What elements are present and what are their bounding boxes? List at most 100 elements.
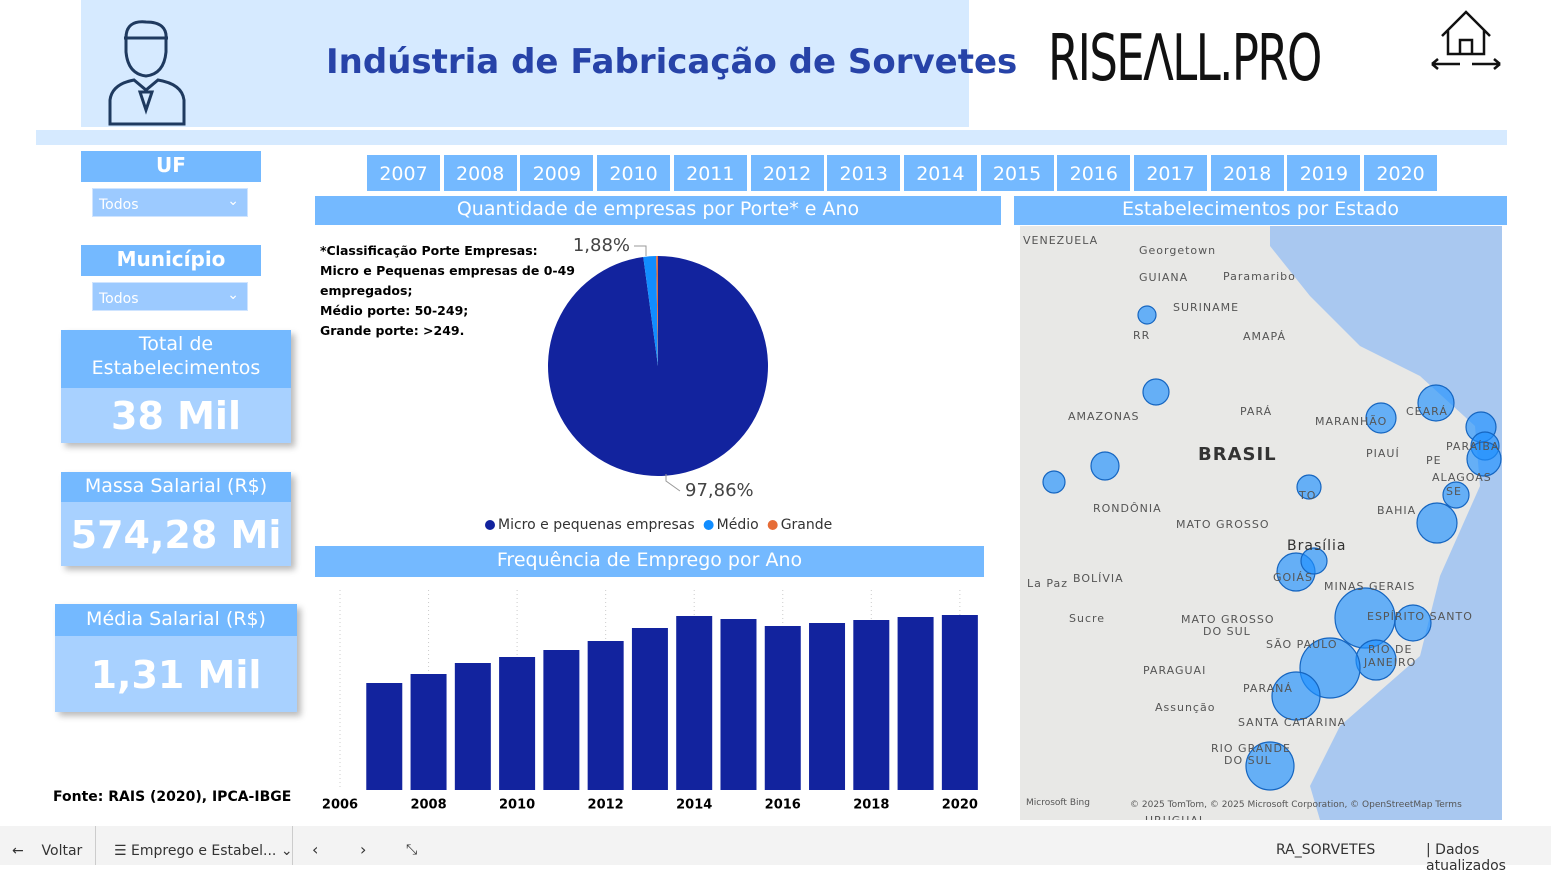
year-button[interactable]: 2009 bbox=[520, 155, 594, 191]
legend-marker bbox=[485, 520, 495, 530]
map-label: Assunção bbox=[1155, 701, 1216, 714]
note: *Classificação Porte Empresas: Micro e Pe… bbox=[320, 241, 575, 341]
dropdown-value: Todos bbox=[99, 197, 139, 213]
bar bbox=[454, 663, 491, 790]
map-label: RIO GRANDE bbox=[1211, 742, 1291, 755]
bar-chart: 2006 2008 2010 2012 2014 2016 2018 2020 bbox=[322, 590, 978, 813]
back-button[interactable]: ← Voltar bbox=[12, 843, 83, 859]
map-label: RIO DE bbox=[1368, 643, 1413, 656]
year-button[interactable]: 2011 bbox=[673, 155, 747, 191]
bar bbox=[410, 674, 447, 790]
kpi-card: Massa Salarial (R$) 574,28 Mi bbox=[61, 472, 291, 566]
logo: RISEΛLL.PRO bbox=[1048, 22, 1322, 96]
year-button[interactable]: 2020 bbox=[1364, 155, 1438, 191]
kpi-value: 1,31 Mil bbox=[90, 653, 262, 697]
chart-title: Estabelecimentos por Estado bbox=[1014, 196, 1507, 225]
year-button[interactable]: 2018 bbox=[1210, 155, 1284, 191]
year-button[interactable]: 2010 bbox=[597, 155, 671, 191]
dropdown[interactable]: Todos ⌄ bbox=[92, 282, 248, 311]
map-label: MATO GROSSO bbox=[1176, 518, 1270, 531]
map-shapes bbox=[1042, 226, 1502, 820]
updated-label: Dados atualizados bbox=[1426, 842, 1506, 874]
map-label: BOLÍVIA bbox=[1073, 572, 1124, 585]
kpi-label: Média Salarial (R$) bbox=[55, 604, 297, 636]
map-label: PARANÁ bbox=[1243, 682, 1293, 695]
map-label: PARAGUAI bbox=[1143, 664, 1207, 677]
map-label: GUIANA bbox=[1139, 271, 1189, 284]
map-label: Brasília bbox=[1287, 538, 1347, 554]
prev-page[interactable]: ‹ bbox=[312, 840, 319, 859]
bar bbox=[676, 616, 713, 790]
legend-marker bbox=[703, 520, 714, 530]
legend-label: Micro e pequenas empresas bbox=[498, 517, 695, 533]
map-label: TO bbox=[1299, 489, 1317, 502]
note-line: Médio porte: 50-249; bbox=[320, 303, 469, 318]
map-label: Paramaribo bbox=[1223, 270, 1296, 283]
map-label: La Paz bbox=[1027, 577, 1069, 590]
x-tick-label: 2016 bbox=[765, 798, 801, 813]
map-label: AMAZONAS bbox=[1068, 410, 1140, 423]
dropdown[interactable]: Todos ⌄ bbox=[92, 188, 248, 217]
year-button[interactable]: 2008 bbox=[443, 155, 517, 191]
kpi-card: Total de Estabelecimentos 38 Mil bbox=[61, 330, 291, 443]
data-label: 1,88% bbox=[573, 235, 630, 256]
pie-chart: 97,86% 1,88% Micro e pequenas empresas Médi… bbox=[485, 235, 833, 533]
bar bbox=[720, 619, 757, 790]
year-button[interactable]: 2015 bbox=[980, 155, 1054, 191]
legend-marker bbox=[767, 520, 778, 530]
map-label: PARAÍBA bbox=[1446, 440, 1500, 453]
map-label: RONDÔNIA bbox=[1093, 502, 1162, 515]
filter-label: Município bbox=[81, 245, 261, 276]
report-name: RA_SORVETES bbox=[1276, 842, 1376, 858]
year-button[interactable]: 2019 bbox=[1287, 155, 1361, 191]
map-label: VENEZUELA bbox=[1023, 234, 1099, 247]
note-line: empregados; bbox=[320, 283, 413, 298]
map-label: GOIÁS bbox=[1273, 571, 1313, 584]
map-label: MINAS GERAIS bbox=[1324, 580, 1416, 593]
x-tick-label: 2010 bbox=[499, 798, 535, 813]
map-label: DO SUL bbox=[1224, 754, 1272, 767]
home-button[interactable] bbox=[1430, 8, 1502, 74]
kpi-label: Massa Salarial (R$) bbox=[61, 472, 291, 502]
map-label: ESPÍRITO SANTO bbox=[1367, 610, 1473, 623]
pie-slice bbox=[656, 256, 658, 366]
filter-label: UF bbox=[81, 151, 261, 182]
x-tick-label: 2018 bbox=[853, 798, 889, 813]
year-button[interactable]: 2017 bbox=[1134, 155, 1207, 191]
year-button[interactable]: 2016 bbox=[1057, 155, 1131, 191]
legend-label: Médio bbox=[717, 517, 759, 533]
kpi-card: Média Salarial (R$) 1,31 Mil bbox=[55, 604, 297, 712]
fit-button[interactable]: ⤡ bbox=[406, 842, 418, 858]
map-label: PE bbox=[1426, 454, 1442, 467]
map-label: SÃO PAULO bbox=[1266, 638, 1338, 651]
year-button[interactable]: 2007 bbox=[367, 155, 440, 191]
bar bbox=[764, 626, 801, 790]
map-label: CEARÁ bbox=[1406, 405, 1448, 418]
next-page[interactable]: › bbox=[360, 840, 367, 859]
legend-label: Grande bbox=[781, 517, 833, 533]
map-label: DO SUL bbox=[1203, 625, 1251, 638]
x-tick-label: 2014 bbox=[676, 798, 712, 813]
note-line: Grande porte: >249. bbox=[320, 323, 465, 338]
bar bbox=[543, 650, 580, 790]
divider bbox=[36, 130, 1507, 145]
data-label: 97,86% bbox=[685, 480, 754, 501]
footer-bar: ← Voltar ☰ Emprego e Estabel... ⌄ ‹ › ⤡ … bbox=[0, 826, 1551, 874]
chart-title: Quantidade de empresas por Porte* e Ano bbox=[315, 196, 1001, 225]
map-label: JANEIRO bbox=[1364, 656, 1417, 669]
x-tick-label: 2020 bbox=[942, 798, 978, 813]
map-label: PIAUÍ bbox=[1366, 447, 1400, 460]
map-label: ALAGOAS bbox=[1432, 471, 1492, 484]
map-label: URUGUAI bbox=[1145, 814, 1203, 820]
year-button[interactable]: 2012 bbox=[750, 155, 824, 191]
year-button[interactable]: 2013 bbox=[827, 155, 901, 191]
page-selector[interactable]: ☰ Emprego e Estabel... ⌄ bbox=[114, 843, 293, 859]
kpi-value: 574,28 Mi bbox=[70, 513, 282, 557]
map-label: MARANHÃO bbox=[1315, 415, 1388, 428]
bar bbox=[897, 617, 934, 790]
leader-line bbox=[665, 474, 681, 492]
map-label: BAHIA bbox=[1377, 504, 1417, 517]
year-button[interactable]: 2014 bbox=[903, 155, 977, 191]
provider: Microsoft Bing bbox=[1026, 798, 1090, 808]
